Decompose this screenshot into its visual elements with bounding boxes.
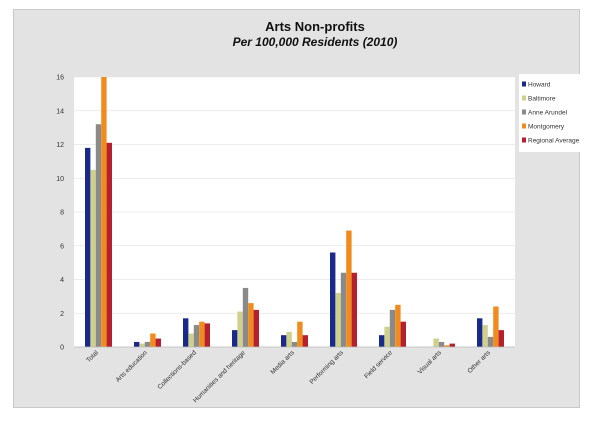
legend-swatch: [522, 95, 526, 101]
bar: [400, 321, 406, 347]
legend-label: Howard: [528, 82, 551, 89]
x-category-label: Humanities and heritage: [192, 349, 247, 404]
bar: [477, 318, 483, 347]
y-tick-label: 14: [56, 108, 64, 115]
gridlines: [74, 76, 515, 348]
y-tick-label: 16: [56, 75, 64, 82]
bar: [237, 311, 243, 347]
legend-label: Baltimore: [528, 96, 556, 103]
legend: Howard Baltimore Anne Arundel Montgomery Reg…: [522, 81, 580, 145]
bar: [188, 333, 194, 347]
x-category-label: Performing arts: [309, 349, 346, 386]
bar: [395, 304, 401, 347]
legend-swatch: [522, 81, 526, 87]
x-category-label: Collections-based: [156, 349, 198, 391]
bar: [351, 272, 357, 347]
bar: [379, 335, 385, 347]
bar: [449, 343, 455, 347]
x-category-label: Media arts: [269, 349, 296, 376]
bar: [281, 335, 287, 347]
y-axis: 0 2 4 6 8 10 12 14 16: [56, 75, 64, 352]
x-category-label: Visual arts: [417, 349, 444, 376]
bar: [199, 321, 205, 347]
bar: [297, 321, 303, 347]
chart-title: Arts Non-profits: [265, 19, 365, 34]
bar: [106, 142, 112, 347]
bar: [248, 303, 254, 347]
y-tick-label: 2: [60, 311, 64, 318]
bar: [493, 306, 499, 347]
y-tick-label: 6: [60, 243, 64, 250]
y-tick-label: 4: [60, 277, 64, 284]
bars: [85, 77, 504, 347]
bar: [139, 343, 145, 347]
bar: [155, 338, 161, 347]
bar: [286, 331, 292, 347]
bar: [335, 293, 341, 347]
legend-box: [519, 74, 593, 152]
bar: [204, 323, 210, 347]
x-category-label: Total: [85, 349, 100, 364]
bar: [253, 309, 259, 347]
legend-swatch: [522, 137, 526, 143]
bar: [340, 272, 347, 347]
bar: [242, 287, 249, 347]
y-tick-label: 8: [60, 210, 64, 217]
y-tick-label: 10: [56, 176, 64, 183]
bar: [85, 147, 91, 347]
legend-swatch: [522, 123, 526, 129]
bar: [101, 77, 107, 347]
bar: [291, 341, 298, 347]
bar: [144, 341, 151, 347]
bar: [389, 309, 396, 347]
y-tick-label: 12: [56, 142, 64, 149]
bar: [134, 341, 140, 347]
bar: [482, 325, 488, 347]
bar: [346, 230, 352, 347]
bar: [498, 330, 504, 347]
bar: [444, 345, 450, 347]
x-axis: Total Arts education Collections-basedHuma…: [85, 349, 492, 404]
x-category-label: Field service: [363, 349, 394, 380]
legend-swatch: [522, 109, 526, 115]
chart-subtitle: Per 100,000 Residents (2010): [233, 35, 398, 49]
legend-label: Anne Arundel: [528, 110, 568, 117]
legend-label: Regional Average: [528, 138, 580, 145]
bar: [95, 124, 102, 347]
bar: [330, 252, 336, 347]
bar: [433, 338, 439, 347]
bar: [193, 325, 200, 347]
bar: [438, 341, 445, 347]
bar: [90, 169, 96, 347]
bar: [302, 335, 308, 347]
legend-label: Montgomery: [528, 124, 565, 131]
bar: [183, 318, 189, 347]
x-category-label: Other arts: [467, 349, 493, 375]
bar: [487, 336, 494, 347]
x-category-label: Arts education: [115, 349, 150, 384]
bar: [384, 326, 390, 347]
bar: [232, 330, 238, 347]
y-tick-label: 0: [60, 345, 64, 352]
bar: [150, 333, 156, 347]
